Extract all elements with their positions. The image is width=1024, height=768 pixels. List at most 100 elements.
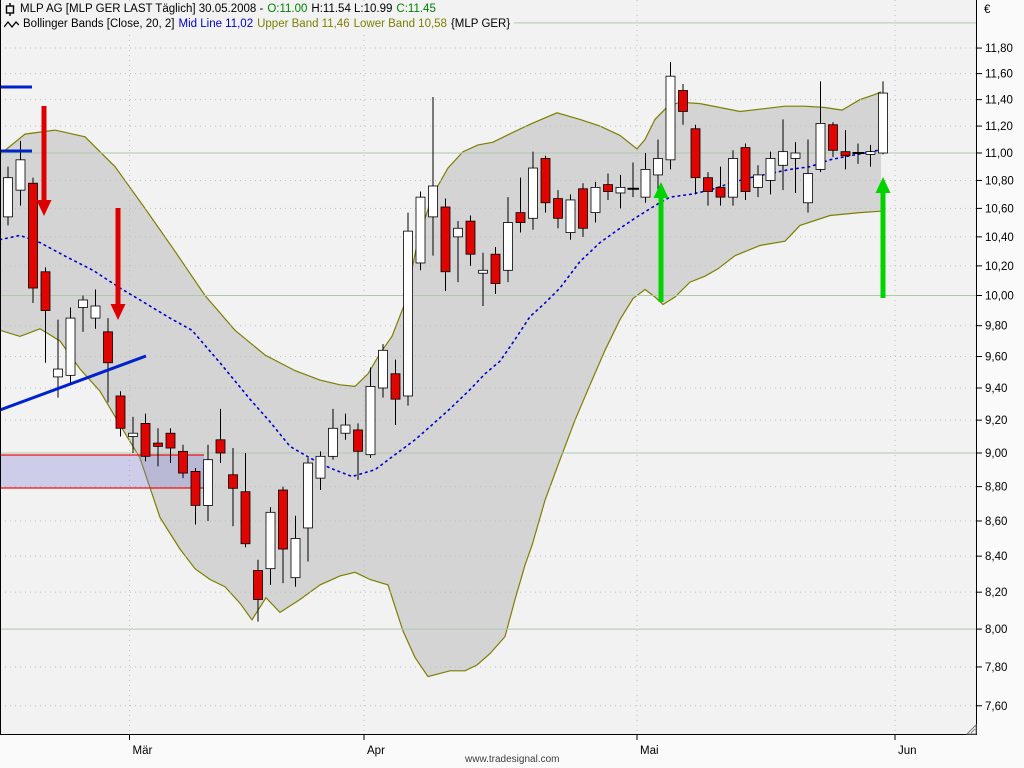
- candle-body: [253, 570, 263, 600]
- candle-body: [840, 151, 851, 157]
- candle-body: [715, 186, 726, 198]
- red-arrow-head[interactable]: [110, 304, 126, 320]
- candle-body: [328, 427, 338, 457]
- candle-body: [465, 220, 476, 255]
- month-label: Mai: [640, 745, 659, 757]
- y-axis-label: 8,60: [985, 516, 1007, 528]
- candle-body: [340, 424, 351, 434]
- y-axis-label: 9,40: [985, 383, 1007, 395]
- y-axis-label: 10,20: [985, 261, 1014, 273]
- green-arrow-head[interactable]: [875, 177, 891, 193]
- red-arrow-head[interactable]: [36, 200, 52, 216]
- candle-body: [878, 92, 888, 154]
- candle-body: [40, 271, 51, 311]
- candle-body: [578, 188, 588, 229]
- y-axis-label: 9,20: [985, 415, 1007, 427]
- bollinger-mid-line: [0, 149, 879, 478]
- instrument-title: MLP AG [MLP GER LAST Täglich] 30.05.2008…: [20, 3, 264, 15]
- y-axis-label: 8,40: [985, 551, 1007, 563]
- candle-body: [865, 151, 876, 155]
- lowerband-value: Lower Band 10,58: [353, 18, 447, 30]
- candle-body: [378, 349, 388, 389]
- y-axis-label: 11,40: [985, 95, 1013, 107]
- candle-body: [615, 186, 626, 194]
- candle-body: [428, 185, 438, 218]
- instrument-header[interactable]: MLP AG [MLP GER LAST Täglich] 30.05.2008…: [2, 2, 440, 16]
- candle-body: [703, 177, 713, 192]
- candle-body: [178, 450, 188, 474]
- candle-body: [240, 491, 251, 545]
- month-label: Apr: [367, 745, 385, 757]
- candle-body: [303, 462, 313, 529]
- candle-body: [603, 184, 613, 192]
- candlestick-icon: [5, 2, 15, 16]
- candle-body: [228, 474, 238, 489]
- candle-body: [453, 227, 463, 238]
- candle-body: [403, 230, 413, 397]
- candle-body: [565, 199, 576, 233]
- candle-body: [440, 206, 451, 273]
- bollinger-upper-line: [0, 91, 882, 388]
- candle-body: [653, 158, 663, 176]
- currency-label: €: [984, 4, 991, 16]
- candle-body: [165, 432, 176, 449]
- green-arrow-head[interactable]: [653, 182, 669, 198]
- month-label: Jun: [898, 745, 917, 757]
- candle-body: [740, 147, 751, 192]
- candle-body: [53, 368, 63, 378]
- candle-body: [353, 429, 363, 452]
- y-axis-label: 11,00: [985, 148, 1013, 160]
- trend-line[interactable]: [0, 354, 147, 412]
- y-axis-label: 8,00: [985, 624, 1007, 636]
- candle-body: [690, 128, 701, 179]
- support-zone-box[interactable]: [0, 455, 204, 488]
- midline-value: Mid Line 11,02: [178, 18, 254, 30]
- candle-body: [215, 439, 226, 454]
- candle-body: [390, 373, 401, 400]
- open-value: O:11.00: [267, 3, 308, 15]
- candle-body: [528, 167, 538, 219]
- candle-body: [728, 158, 738, 198]
- high-low-value: H:11.54 L:10.99: [311, 3, 393, 15]
- candle-body: [490, 253, 501, 284]
- candle-body: [478, 269, 488, 274]
- candle-body: [290, 538, 301, 579]
- candle-body: [815, 123, 826, 170]
- candle-body: [540, 158, 551, 204]
- candle-body: [365, 386, 376, 456]
- candle-body: [115, 395, 126, 429]
- y-axis-label: 7,80: [985, 662, 1007, 674]
- y-axis-label: 11,20: [985, 121, 1013, 133]
- candle-body: [28, 182, 38, 289]
- y-axis-label: 8,80: [985, 482, 1007, 494]
- candle-body: [3, 177, 13, 218]
- candle-body: [678, 90, 688, 112]
- candle-body: [140, 423, 151, 457]
- candle-body: [190, 470, 201, 506]
- candle-body: [765, 158, 776, 181]
- resize-grip-line: [970, 728, 976, 734]
- candle-body: [203, 459, 213, 506]
- candle-body: [315, 455, 326, 479]
- candle-body: [790, 152, 801, 159]
- month-label: Mär: [133, 745, 153, 757]
- candle-body: [753, 174, 763, 188]
- candle-body: [503, 222, 513, 271]
- candle-body: [78, 299, 88, 308]
- indicator-header[interactable]: Bollinger Bands [Close, 20, 2] Mid Line …: [2, 17, 515, 31]
- y-axis-label: 10,00: [985, 291, 1014, 303]
- resize-grip[interactable]: [965, 723, 977, 735]
- y-axis-label: 11,60: [985, 69, 1013, 81]
- candle-body: [778, 151, 788, 166]
- close-value: C:11.45: [396, 3, 436, 15]
- upperband-value: Upper Band 11,46: [257, 18, 350, 30]
- y-axis-label: 9,00: [985, 448, 1007, 460]
- indicator-name: Bollinger Bands [Close, 20, 2]: [23, 18, 175, 30]
- y-axis-label: 9,80: [985, 321, 1007, 333]
- zigzag-icon: [4, 20, 19, 28]
- watermark: www.tradesignal.com: [465, 754, 560, 765]
- candle-body: [128, 432, 138, 437]
- candle-body: [153, 442, 163, 447]
